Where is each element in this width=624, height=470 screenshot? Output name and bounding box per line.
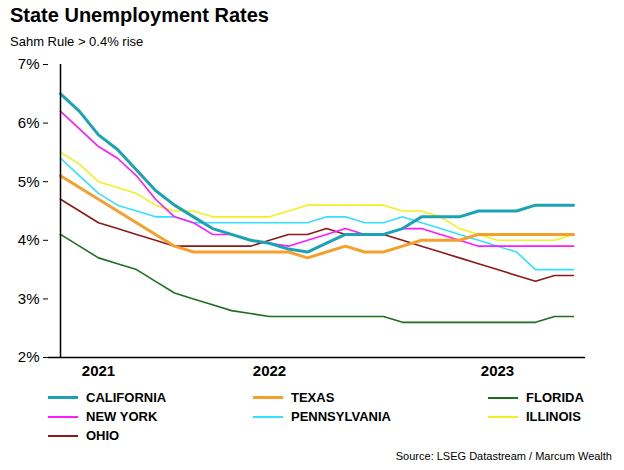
html-text:State Unemployment Rates: State Unemployment Rates — [10, 4, 269, 26]
svg-text:2022: 2022 — [253, 362, 286, 379]
html-text:Source: LSEG Datastream / Marc: Source: LSEG Datastream / Marcum Wealth — [395, 450, 612, 462]
svg-text:2021: 2021 — [82, 362, 115, 379]
html-text:CALIFORNIA: CALIFORNIA — [86, 390, 167, 405]
html-text:ILLINOIS: ILLINOIS — [526, 409, 581, 424]
html-text:FLORIDA: FLORIDA — [526, 390, 584, 405]
svg-text:2023: 2023 — [481, 362, 514, 379]
html-text:Sahm Rule > 0.4% rise: Sahm Rule > 0.4% rise — [10, 34, 144, 49]
html-text:PENNSYLVANIA: PENNSYLVANIA — [291, 409, 391, 424]
svg-text:3%: 3% — [18, 290, 40, 307]
svg-text:6%: 6% — [18, 114, 40, 131]
svg-text:5%: 5% — [18, 173, 40, 190]
svg-text:7%: 7% — [18, 55, 40, 72]
html-text:TEXAS: TEXAS — [291, 390, 335, 405]
svg-text:2%: 2% — [18, 348, 40, 365]
svg-text:4%: 4% — [18, 231, 40, 248]
html-text:OHIO: OHIO — [86, 428, 120, 443]
html-text:NEW YORK: NEW YORK — [86, 409, 158, 424]
